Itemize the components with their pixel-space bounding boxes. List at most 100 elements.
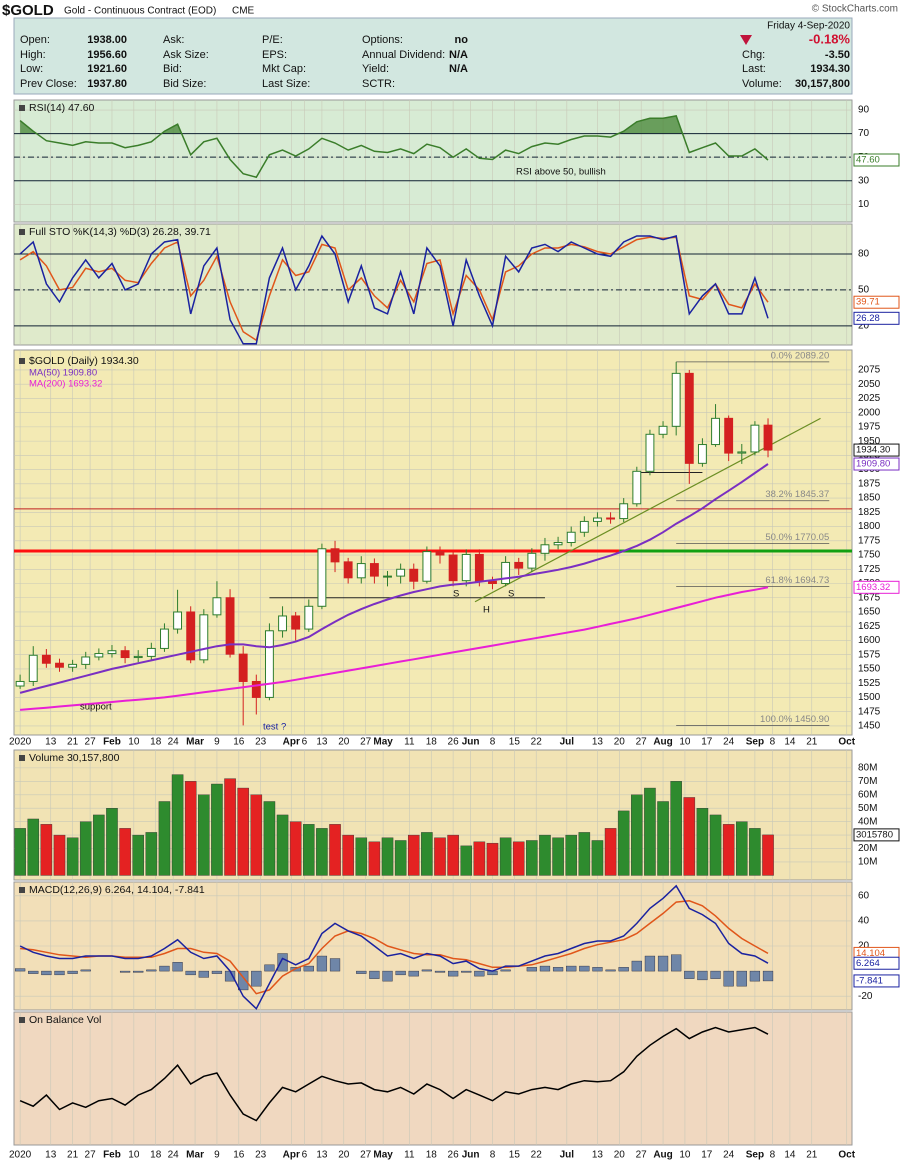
volume-bar — [473, 841, 486, 876]
candle-body — [383, 575, 392, 578]
y-tick-label: 1650 — [858, 607, 881, 618]
volume-bar — [709, 814, 722, 876]
candle-body — [632, 470, 642, 505]
histogram-bar — [526, 967, 537, 972]
x-tick-label: 11 — [404, 737, 415, 748]
last-value-label: 14.104 — [856, 948, 885, 959]
summary-label: Volume: — [742, 78, 782, 90]
x-tick-label: 2020 — [9, 1150, 32, 1161]
panel-background — [13, 1011, 853, 1146]
y-tick-label: 80 — [858, 249, 870, 260]
x-tick-label: 13 — [45, 737, 57, 748]
candle-body — [146, 647, 156, 657]
volume-bar — [526, 840, 538, 876]
histogram-bar — [369, 970, 380, 979]
volume-bar — [617, 810, 630, 876]
x-tick-label: Jul — [560, 1150, 575, 1161]
histogram-bar — [461, 970, 472, 973]
last-value-box — [853, 457, 900, 471]
fib-label: 0.0% 2089.20 — [771, 350, 830, 361]
date: Friday 4-Sep-2020 — [767, 21, 850, 32]
y-tick-label: 10 — [858, 199, 870, 210]
field-value: no — [455, 34, 469, 46]
panel: On Balance Vol — [13, 1011, 853, 1146]
field-value: 1956.60 — [87, 49, 127, 61]
volume-bar — [145, 832, 158, 876]
y-tick-label: 2000 — [858, 407, 881, 418]
candle-body — [238, 653, 248, 682]
x-tick-label: 18 — [150, 737, 162, 748]
histogram-bar — [54, 970, 65, 976]
y-tick-label: 1475 — [858, 706, 881, 717]
series-line — [19, 884, 769, 1010]
x-tick-label: 21 — [67, 737, 79, 748]
panel: 60 40 20 -20 MACD(12,26,9) 6.264, 14.104, -7… — [13, 881, 873, 1011]
volume-bar — [499, 837, 512, 876]
field-label: Annual Dividend: — [362, 49, 445, 61]
histogram-bar — [211, 970, 223, 974]
x-tick-label: 27 — [85, 1150, 97, 1161]
last-value-box — [853, 311, 900, 325]
annotation: support — [80, 702, 112, 713]
panel-title: Full STO %K(14,3) %D(3) 26.28, 39.71 — [29, 226, 211, 238]
field-label: Last Size: — [262, 78, 310, 90]
y-tick-label: 40M — [858, 816, 877, 827]
y-tick-label: 60M — [858, 789, 877, 800]
last-value-label: 1909.80 — [856, 459, 890, 470]
x-tick-label: 27 — [85, 737, 97, 748]
candle-body — [645, 433, 655, 472]
x-tick-label: 13 — [316, 737, 328, 748]
volume-bar — [722, 824, 735, 876]
x-tick-label: 11 — [404, 1150, 415, 1161]
histogram-bar — [395, 970, 406, 976]
volume-bar — [552, 837, 564, 876]
x-tick-label: 21 — [806, 1150, 818, 1161]
y-tick-label: 2075 — [858, 365, 881, 376]
y-tick-label: 40 — [858, 916, 870, 927]
x-tick-label: 17 — [701, 1150, 713, 1161]
y-tick-label: 20 — [858, 941, 870, 952]
y-tick-label: 1450 — [858, 721, 881, 732]
histogram-bar — [605, 969, 616, 972]
x-tick-label: 10 — [679, 737, 691, 748]
volume-bar — [460, 845, 473, 876]
y-tick-label: 90 — [858, 105, 870, 116]
x-tick-label: 13 — [316, 1150, 328, 1161]
candle-body — [763, 424, 773, 451]
x-tick-label: 20 — [614, 737, 626, 748]
field-value: 1938.00 — [87, 34, 127, 46]
last-value-box — [853, 956, 900, 970]
histogram-bar — [671, 954, 682, 972]
histogram-bar — [762, 970, 774, 982]
histogram-bar — [434, 970, 446, 973]
histogram-bar — [749, 970, 761, 982]
x-tick-label: 10 — [679, 1150, 691, 1161]
last-value-box — [853, 295, 900, 309]
volume-bar — [93, 814, 105, 876]
y-tick-label: 70M — [858, 776, 877, 787]
annotation: RSI above 50, bullish — [516, 167, 606, 178]
candle-body — [422, 551, 432, 582]
volume-bar — [198, 794, 210, 876]
candle-body — [750, 424, 760, 453]
candle-body — [356, 563, 366, 579]
field-label: Low: — [20, 63, 43, 75]
title-icon — [19, 229, 25, 235]
histogram-bar — [15, 968, 26, 972]
x-tick-label: 6 — [302, 1150, 308, 1161]
plot-area — [14, 361, 852, 726]
x-tick-label: 13 — [45, 1150, 57, 1161]
x-tick-label: 24 — [168, 737, 180, 748]
volume-bar — [670, 781, 682, 876]
x-tick-label: 8 — [490, 737, 496, 748]
plot-area — [19, 1026, 769, 1122]
candle-body — [579, 520, 589, 533]
last-value-label: 3015780 — [856, 829, 893, 840]
candle-body — [448, 554, 458, 582]
volume-bar — [434, 837, 446, 876]
x-tick-label: 13 — [592, 737, 604, 748]
x-tick-label: 26 — [448, 737, 460, 748]
x-tick-label: 26 — [448, 1150, 460, 1161]
candle-body — [186, 611, 196, 661]
